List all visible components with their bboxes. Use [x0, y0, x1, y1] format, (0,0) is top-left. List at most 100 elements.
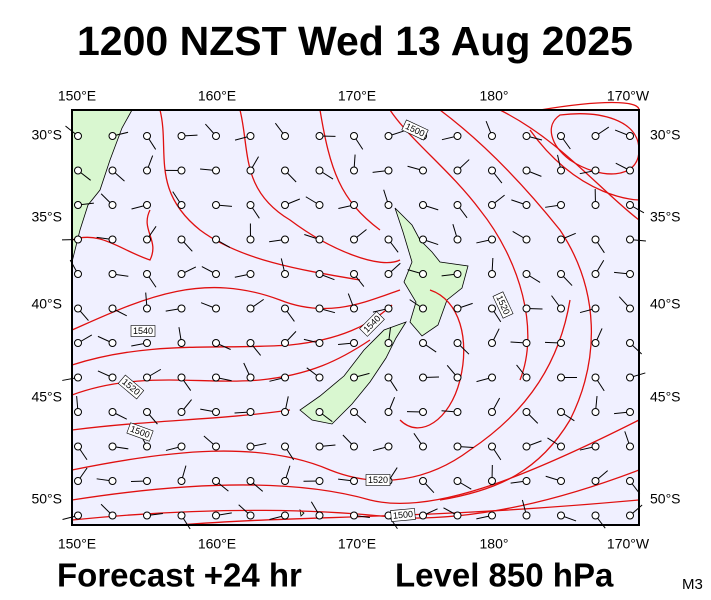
barb-station [246, 511, 255, 520]
barb-station [177, 511, 186, 520]
barb-station [350, 477, 358, 485]
barb-station [108, 270, 117, 278]
barb-station [591, 235, 600, 244]
barb-station [315, 408, 324, 416]
lon-label: 170°E [338, 536, 376, 552]
barb-station [246, 235, 255, 244]
barb-station [246, 477, 255, 485]
barb-station [591, 477, 600, 485]
lat-label: 30°S [650, 127, 681, 143]
barb-station [281, 511, 289, 520]
barb-station [177, 373, 186, 382]
barb-station [419, 511, 427, 520]
barb-station [557, 304, 565, 313]
barb-station [143, 166, 151, 175]
lat-label: 30°S [31, 127, 62, 143]
barb-station [591, 511, 600, 520]
barb-station [453, 201, 462, 209]
contour-label-box: 1500 [390, 508, 416, 522]
contour-label-bg [492, 291, 514, 319]
barb-station [350, 339, 358, 347]
barb-station [522, 201, 531, 209]
barb-station [384, 373, 393, 382]
barb-station [522, 511, 531, 520]
barb-station [384, 235, 393, 244]
barb-station [108, 442, 117, 451]
barb-station [453, 132, 462, 140]
barb-station [108, 373, 117, 382]
lon-label: 150°E [58, 88, 96, 104]
barb-station [350, 201, 358, 209]
lat-label: 45°S [650, 389, 681, 405]
barb-station [74, 270, 82, 278]
barb-station [281, 201, 289, 209]
barb-station [522, 270, 531, 278]
barb-station [522, 373, 531, 382]
barb-station [350, 166, 358, 175]
barb-station [108, 477, 117, 485]
wind-barbs [61, 120, 646, 530]
barb-station [626, 339, 634, 347]
land [71, 109, 469, 517]
lon-label: 170°E [338, 88, 376, 104]
barb-station [108, 132, 117, 140]
barb-station [453, 408, 462, 416]
barb-station [143, 304, 151, 313]
lon-label: 180° [480, 536, 509, 552]
barb-station [384, 408, 393, 416]
barb-station [419, 408, 427, 416]
barb-station [522, 166, 531, 175]
barb-station [177, 166, 186, 175]
barb-station [315, 442, 324, 451]
barb-station [384, 166, 393, 175]
barb-station [315, 511, 324, 520]
lat-label: 40°S [31, 296, 62, 312]
barb-station [246, 442, 255, 451]
barb-station [246, 270, 255, 278]
barb-station [246, 408, 255, 416]
barb-station [626, 201, 634, 209]
barb-station [626, 304, 634, 313]
barb-station [246, 304, 255, 313]
barb-station [177, 132, 186, 140]
barb-station [281, 304, 289, 313]
barb-station [557, 511, 565, 520]
barb-station [419, 373, 427, 382]
barb-station [315, 477, 324, 485]
barb-station [212, 477, 220, 485]
barb-station [591, 339, 600, 347]
barb-station [453, 477, 462, 485]
barb-station [591, 408, 600, 416]
barb-station [626, 511, 634, 520]
lon-label: 170°W [607, 536, 650, 552]
barb-station [522, 408, 531, 416]
barb-station [212, 511, 220, 520]
contour-label-box: 1540 [130, 325, 156, 337]
barb-station [557, 132, 565, 140]
barb-station [419, 235, 427, 244]
barb-station [246, 373, 255, 382]
barb-station [143, 442, 151, 451]
barb-station [488, 304, 496, 313]
lon-label: 180° [480, 88, 509, 104]
lat-label: 50°S [650, 491, 681, 507]
barb-station [315, 373, 324, 382]
barb-station [626, 373, 634, 382]
barb-station [281, 166, 289, 175]
barb-station [143, 477, 151, 485]
barb-station [557, 166, 565, 175]
barb-station [488, 339, 496, 347]
barb-station [384, 201, 393, 209]
barb-station [74, 408, 82, 416]
barb-station [177, 477, 186, 485]
barb-station [212, 270, 220, 278]
barb-station [626, 270, 634, 278]
barb-station [453, 166, 462, 175]
barb-station [74, 166, 82, 175]
barb-station [108, 339, 117, 347]
barb-station [384, 304, 393, 313]
barb-station [315, 201, 324, 209]
contour-label-bg [401, 119, 429, 141]
barb-station [212, 408, 220, 416]
